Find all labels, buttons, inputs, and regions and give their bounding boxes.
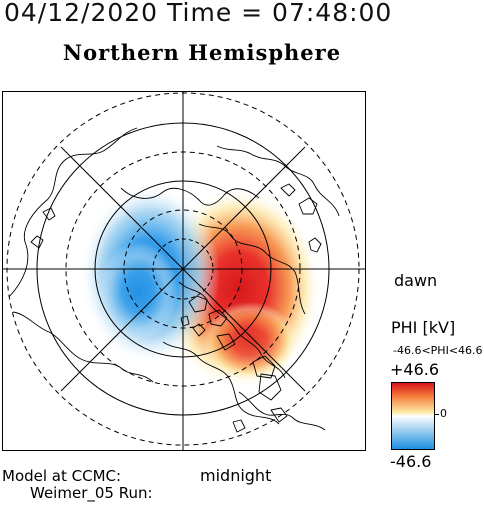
island — [30, 235, 44, 249]
colorbar-zero-label: 0 — [440, 407, 447, 420]
island — [42, 207, 56, 221]
model-label: Model at CCMC: — [2, 467, 122, 485]
colorbar-max-label: +46.6 — [390, 360, 440, 379]
coastlines — [8, 127, 340, 433]
coastline — [12, 311, 154, 383]
polar-map — [3, 92, 365, 450]
colorbar-range-label: -46.6<PHI<46.6 — [393, 344, 483, 357]
polar-map-frame — [2, 91, 366, 451]
coastline — [8, 127, 138, 298]
island — [232, 419, 246, 433]
island — [180, 315, 190, 327]
island — [258, 373, 282, 401]
potential-field — [80, 184, 321, 388]
colorbar-zero-tick — [434, 414, 439, 415]
island — [308, 237, 322, 253]
run-label: Weimer_05 Run: — [30, 484, 153, 502]
midnight-label: midnight — [200, 466, 272, 485]
page-title: Northern Hemisphere — [62, 40, 342, 65]
coastline — [238, 391, 326, 431]
coastline — [198, 223, 306, 315]
island — [270, 407, 288, 423]
island — [192, 323, 206, 337]
island — [252, 355, 276, 379]
graticule — [3, 92, 365, 450]
negative-potential-core — [98, 242, 178, 342]
colorbar-min-label: -46.6 — [390, 452, 432, 471]
island — [280, 183, 296, 197]
island — [298, 197, 318, 215]
island — [208, 309, 228, 327]
colorbar-variable-label: PHI [kV] — [391, 318, 456, 337]
coastline — [216, 145, 340, 217]
colorbar — [391, 382, 435, 450]
coastline — [178, 281, 286, 379]
island — [188, 295, 208, 313]
meridian-line — [60, 146, 306, 392]
date-time-header: 04/12/2020 Time = 07:48:00 — [4, 0, 393, 27]
coastline — [120, 187, 260, 206]
island — [216, 333, 236, 351]
coastline — [162, 341, 280, 425]
dawn-label: dawn — [394, 271, 438, 290]
